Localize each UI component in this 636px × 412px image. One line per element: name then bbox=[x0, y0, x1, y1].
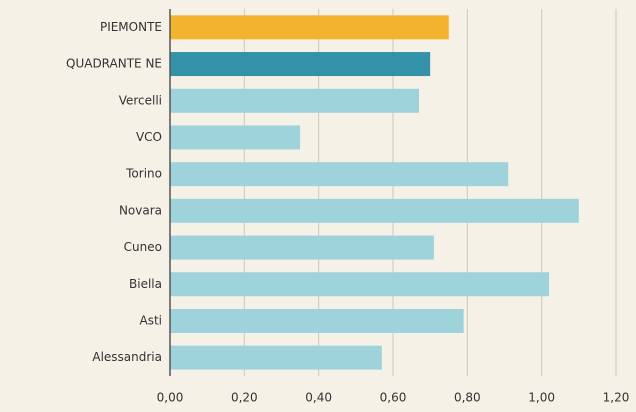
y-tick-label: Alessandria bbox=[92, 350, 162, 364]
y-tick-label: Cuneo bbox=[124, 240, 162, 254]
y-tick-label: Biella bbox=[129, 277, 162, 291]
y-tick-label: PIEMONTE bbox=[100, 20, 162, 34]
y-tick-label: Novara bbox=[119, 203, 162, 217]
bar bbox=[170, 15, 449, 40]
bar bbox=[170, 162, 509, 187]
x-tick-label: 0,40 bbox=[305, 391, 332, 405]
bar bbox=[170, 308, 464, 333]
y-tick-label: Asti bbox=[140, 313, 163, 327]
bar bbox=[170, 235, 434, 260]
x-tick-label: 0,20 bbox=[231, 391, 258, 405]
bar bbox=[170, 198, 579, 223]
y-tick-label: QUADRANTE NE bbox=[66, 57, 162, 71]
y-tick-label: Torino bbox=[125, 167, 162, 181]
bar bbox=[170, 88, 420, 113]
x-tick-label: 1,20 bbox=[603, 391, 630, 405]
y-tick-label: VCO bbox=[136, 130, 162, 144]
x-tick-label: 0,60 bbox=[380, 391, 407, 405]
bar bbox=[170, 125, 301, 150]
x-tick-label: 0,00 bbox=[157, 391, 184, 405]
y-tick-label: Vercelli bbox=[119, 93, 162, 107]
bar bbox=[170, 272, 550, 297]
bar bbox=[170, 52, 431, 77]
x-tick-label: 0,80 bbox=[454, 391, 481, 405]
bar bbox=[170, 345, 382, 370]
x-tick-label: 1,00 bbox=[528, 391, 555, 405]
